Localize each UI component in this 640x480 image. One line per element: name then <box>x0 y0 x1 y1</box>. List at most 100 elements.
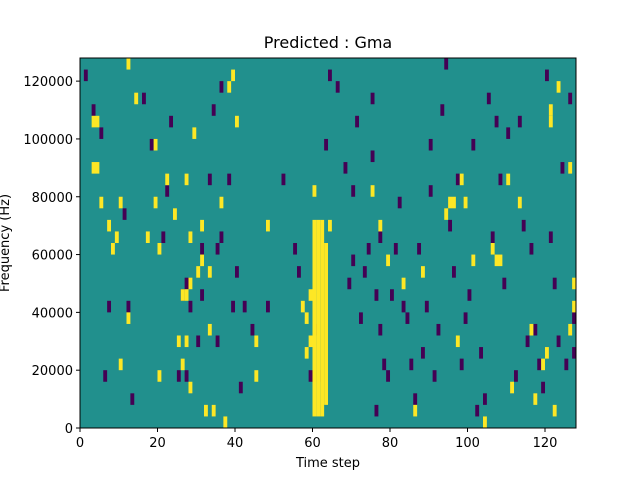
heatmap-cell-low <box>165 185 170 197</box>
heatmap-cell-high <box>490 243 495 255</box>
heatmap-cell-low <box>545 69 549 82</box>
heatmap-cell-high <box>378 219 383 232</box>
heatmap-cell-low <box>479 347 484 359</box>
heatmap-cell-high <box>196 266 201 278</box>
heatmap-cell-high <box>126 58 131 70</box>
heatmap-cell-low <box>184 277 189 290</box>
heatmap-cell-low <box>455 173 460 186</box>
heatmap-cell-high <box>498 254 503 267</box>
heatmap-cell-low <box>548 231 553 243</box>
heatmap-cell-low <box>432 370 437 382</box>
x-axis-ticks: 0 20 40 60 80 100 120 <box>76 428 557 451</box>
heatmap-cell-low <box>359 312 363 324</box>
heatmap-cell-high <box>452 196 456 209</box>
heatmap-cell-low <box>374 404 379 417</box>
heatmap-cell-high <box>300 300 305 313</box>
heatmap-cell-low <box>130 393 135 405</box>
heatmap-cell-high <box>304 347 309 359</box>
heatmap-cell-high <box>126 312 131 324</box>
heatmap-cell-low <box>444 58 449 70</box>
heatmap-cell-low <box>211 104 216 116</box>
heatmap-cell-high <box>421 266 425 278</box>
heatmap-cell-high <box>401 277 406 290</box>
heatmap-cell-high <box>494 254 499 267</box>
heatmap-cell-high <box>506 173 511 186</box>
heatmap-cell-low <box>452 266 456 278</box>
heatmap-cell-high <box>153 196 158 209</box>
heatmap-cell-low <box>335 81 340 93</box>
heatmap-cell-low <box>242 300 247 313</box>
heatmap-cell-low <box>529 243 534 255</box>
heatmap-cell-high <box>568 162 573 174</box>
heatmap-cell-high <box>188 381 193 394</box>
heatmap-cell-low <box>486 92 491 105</box>
heatmap-cell-low <box>440 104 445 116</box>
heatmap-cell-low <box>417 243 422 255</box>
heatmap-cell-low <box>235 266 239 278</box>
heatmap-cell-high <box>114 231 119 243</box>
heatmap-cell-low <box>250 323 255 336</box>
heatmap-cell-high <box>312 185 317 197</box>
heatmap-cell-low <box>541 381 546 394</box>
heatmap-cell-low <box>525 335 530 348</box>
heatmap-cell-low <box>572 347 577 359</box>
heatmap-cell-high <box>386 254 391 267</box>
heatmap-cell-low <box>568 92 573 105</box>
heatmap-cell-high <box>176 335 181 348</box>
heatmap-cell-low <box>382 358 387 371</box>
heatmap-cell-high <box>572 277 577 290</box>
heatmap-cell-high <box>455 335 460 348</box>
heatmap-cell-high <box>145 231 150 243</box>
heatmap-cell-high <box>95 115 100 128</box>
y-tick-label: 80000 <box>32 191 73 206</box>
heatmap-cell-low <box>514 370 518 382</box>
heatmap-cell-high <box>444 208 449 220</box>
heatmap-cell-high <box>173 208 177 220</box>
heatmap-cell-high <box>180 289 185 301</box>
heatmap-cell-high <box>308 335 313 348</box>
heatmap-cell-low <box>126 300 131 313</box>
x-axis-label: Time step <box>295 456 360 471</box>
heatmap-cell-low <box>227 173 232 186</box>
heatmap-cell-high <box>153 138 158 151</box>
heatmap-cell-high <box>483 416 487 428</box>
heatmap-cell-high <box>200 219 205 232</box>
heatmap-cell-low <box>409 358 414 371</box>
heatmap-cell-low <box>103 370 108 382</box>
heatmap-cell-low <box>533 323 538 336</box>
heatmap-cell-low <box>347 277 352 290</box>
heatmap-cell-high <box>184 173 189 186</box>
y-tick-label: 0 <box>65 422 73 437</box>
heatmap-cell-low <box>184 370 189 382</box>
heatmap-column-high <box>320 219 325 417</box>
heatmap-cell-low <box>215 335 220 348</box>
heatmap-cells <box>83 58 577 428</box>
heatmap-cell-low <box>386 370 391 382</box>
heatmap-cell-low <box>355 115 360 128</box>
heatmap-cell-low <box>142 92 146 105</box>
heatmap-cell-high <box>254 335 259 348</box>
heatmap-cell-low <box>176 370 181 382</box>
heatmap-cell-low <box>149 138 154 151</box>
heatmap-cell-high <box>370 185 375 197</box>
heatmap-cell-low <box>475 404 480 417</box>
heatmap-cell-low <box>99 127 104 139</box>
heatmap-cell-high <box>545 347 549 359</box>
heatmap-cell-low <box>448 219 453 232</box>
heatmap-cell-high <box>556 81 561 93</box>
x-tick-label: 80 <box>382 436 399 451</box>
heatmap-cell-low <box>556 335 561 348</box>
heatmap-cell-low <box>498 173 503 186</box>
heatmap-cell-low <box>463 312 468 324</box>
heatmap-cell-low <box>459 358 464 371</box>
heatmap-column-high <box>312 219 317 417</box>
chart-title: Predicted : Gma <box>264 33 392 52</box>
heatmap-cell-low <box>428 138 433 151</box>
heatmap-cell-low <box>328 69 332 82</box>
heatmap-cell-high <box>266 219 270 232</box>
heatmap-cell-high <box>188 231 193 243</box>
heatmap-cell-low <box>374 289 379 301</box>
heatmap-cell-high <box>304 312 309 324</box>
heatmap-cell-high <box>207 266 212 278</box>
x-tick-label: 40 <box>227 436 244 451</box>
